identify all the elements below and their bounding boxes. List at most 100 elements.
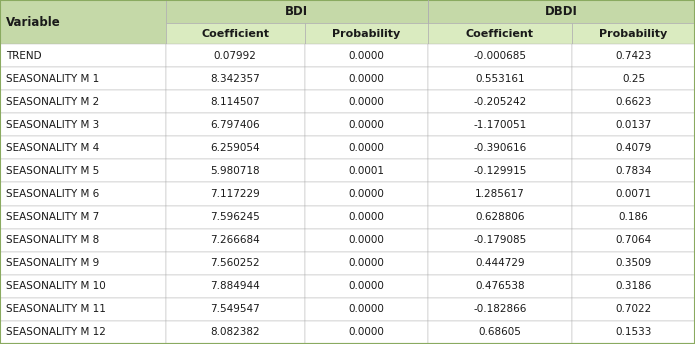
Text: 0.0000: 0.0000 bbox=[348, 74, 384, 84]
Bar bbox=[304, 159, 427, 182]
Bar bbox=[572, 136, 695, 159]
Bar bbox=[427, 298, 572, 321]
Text: 0.476538: 0.476538 bbox=[475, 281, 525, 291]
Text: BDI: BDI bbox=[285, 5, 309, 18]
Bar bbox=[427, 206, 572, 229]
Text: 0.1533: 0.1533 bbox=[615, 327, 652, 337]
Text: 6.259054: 6.259054 bbox=[211, 143, 260, 153]
Text: -1.170051: -1.170051 bbox=[473, 120, 527, 130]
Text: 0.0000: 0.0000 bbox=[348, 235, 384, 245]
Bar bbox=[427, 229, 572, 252]
Bar bbox=[572, 159, 695, 182]
Bar bbox=[0, 44, 165, 67]
Bar bbox=[0, 136, 165, 159]
Text: DBDI: DBDI bbox=[545, 5, 578, 18]
Bar bbox=[0, 182, 165, 206]
Bar bbox=[572, 206, 695, 229]
Bar bbox=[427, 321, 572, 344]
Text: 7.884944: 7.884944 bbox=[211, 281, 260, 291]
Text: SEASONALITY M 7: SEASONALITY M 7 bbox=[6, 212, 99, 222]
Bar bbox=[427, 0, 695, 23]
Bar bbox=[0, 275, 165, 298]
Bar bbox=[0, 159, 165, 182]
Text: -0.205242: -0.205242 bbox=[473, 97, 527, 107]
Text: -0.129915: -0.129915 bbox=[473, 166, 527, 176]
Text: 0.25: 0.25 bbox=[622, 74, 645, 84]
Text: 0.0000: 0.0000 bbox=[348, 120, 384, 130]
Bar bbox=[427, 159, 572, 182]
Text: 6.797406: 6.797406 bbox=[211, 120, 260, 130]
Text: -0.182866: -0.182866 bbox=[473, 304, 527, 314]
Text: 0.0000: 0.0000 bbox=[348, 189, 384, 199]
Text: 0.4079: 0.4079 bbox=[615, 143, 652, 153]
Bar bbox=[165, 229, 304, 252]
Text: 7.266684: 7.266684 bbox=[211, 235, 260, 245]
Text: 0.0000: 0.0000 bbox=[348, 281, 384, 291]
Bar bbox=[427, 252, 572, 275]
Bar bbox=[572, 298, 695, 321]
Text: 0.186: 0.186 bbox=[619, 212, 648, 222]
Bar bbox=[165, 67, 304, 90]
Bar bbox=[0, 90, 165, 113]
Bar bbox=[572, 90, 695, 113]
Bar bbox=[165, 44, 304, 67]
Bar bbox=[304, 136, 427, 159]
Bar bbox=[304, 182, 427, 206]
Text: -0.000685: -0.000685 bbox=[473, 51, 526, 61]
Text: 0.0071: 0.0071 bbox=[616, 189, 652, 199]
Bar bbox=[304, 298, 427, 321]
Bar bbox=[304, 44, 427, 67]
Bar bbox=[427, 90, 572, 113]
Text: SEASONALITY M 11: SEASONALITY M 11 bbox=[6, 304, 106, 314]
Text: SEASONALITY M 5: SEASONALITY M 5 bbox=[6, 166, 99, 176]
Text: 1.285617: 1.285617 bbox=[475, 189, 525, 199]
Text: 8.342357: 8.342357 bbox=[211, 74, 260, 84]
Bar bbox=[304, 206, 427, 229]
Bar bbox=[427, 44, 572, 67]
Text: 5.980718: 5.980718 bbox=[211, 166, 260, 176]
Text: 7.596245: 7.596245 bbox=[211, 212, 260, 222]
Bar bbox=[427, 136, 572, 159]
Bar bbox=[427, 113, 572, 136]
Text: Coefficient: Coefficient bbox=[466, 29, 534, 39]
Text: SEASONALITY M 12: SEASONALITY M 12 bbox=[6, 327, 106, 337]
Text: 7.549547: 7.549547 bbox=[211, 304, 260, 314]
Bar bbox=[304, 252, 427, 275]
Bar bbox=[572, 23, 695, 44]
Text: 0.628806: 0.628806 bbox=[475, 212, 525, 222]
Bar bbox=[165, 159, 304, 182]
Text: SEASONALITY M 6: SEASONALITY M 6 bbox=[6, 189, 99, 199]
Text: 0.3509: 0.3509 bbox=[615, 258, 652, 268]
Text: 0.7423: 0.7423 bbox=[615, 51, 652, 61]
Text: 0.0000: 0.0000 bbox=[348, 97, 384, 107]
Text: 0.6623: 0.6623 bbox=[615, 97, 652, 107]
Bar bbox=[304, 23, 427, 44]
Text: -0.390616: -0.390616 bbox=[473, 143, 527, 153]
Bar bbox=[0, 0, 165, 44]
Text: SEASONALITY M 8: SEASONALITY M 8 bbox=[6, 235, 99, 245]
Text: 0.3186: 0.3186 bbox=[615, 281, 652, 291]
Bar bbox=[165, 275, 304, 298]
Bar bbox=[572, 252, 695, 275]
Text: Probability: Probability bbox=[332, 29, 400, 39]
Text: 0.444729: 0.444729 bbox=[475, 258, 525, 268]
Text: 0.7834: 0.7834 bbox=[615, 166, 652, 176]
Bar bbox=[0, 298, 165, 321]
Text: 0.68605: 0.68605 bbox=[478, 327, 521, 337]
Text: 0.07992: 0.07992 bbox=[214, 51, 256, 61]
Text: 0.0000: 0.0000 bbox=[348, 212, 384, 222]
Text: 0.0001: 0.0001 bbox=[348, 166, 384, 176]
Bar bbox=[572, 229, 695, 252]
Bar bbox=[572, 275, 695, 298]
Bar bbox=[0, 321, 165, 344]
Text: SEASONALITY M 2: SEASONALITY M 2 bbox=[6, 97, 99, 107]
Text: SEASONALITY M 10: SEASONALITY M 10 bbox=[6, 281, 106, 291]
Bar bbox=[165, 206, 304, 229]
Bar bbox=[427, 182, 572, 206]
Bar bbox=[165, 252, 304, 275]
Text: SEASONALITY M 1: SEASONALITY M 1 bbox=[6, 74, 99, 84]
Text: 0.7022: 0.7022 bbox=[615, 304, 652, 314]
Bar bbox=[0, 252, 165, 275]
Bar bbox=[165, 182, 304, 206]
Bar bbox=[0, 206, 165, 229]
